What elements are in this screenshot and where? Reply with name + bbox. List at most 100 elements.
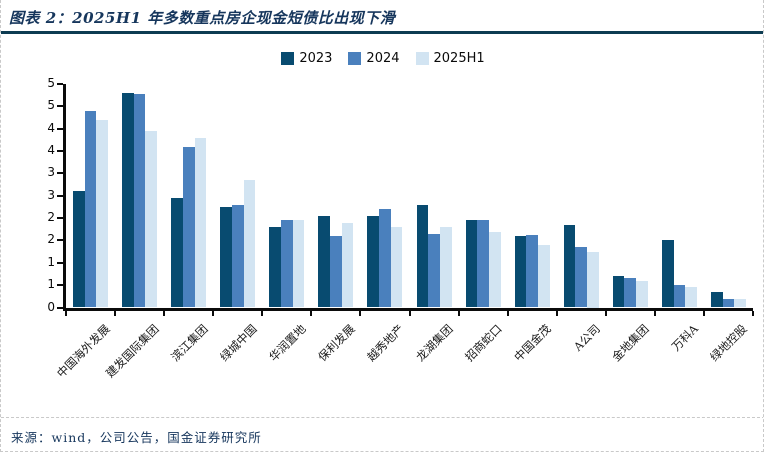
legend-swatch-2023: [281, 52, 295, 65]
y-tick: [57, 105, 63, 108]
y-tick-label: 4: [47, 120, 55, 135]
x-label-华润置地: 华润置地: [266, 321, 309, 364]
x-tick: [310, 310, 313, 316]
bar-2025H1-绿地控股: [734, 298, 746, 308]
x-label-绿地控股: 绿地控股: [707, 321, 751, 364]
bar-2025H1-保利发展: [341, 222, 354, 308]
figure-title: 图表 2：2025H1 年多数重点房企现金短债比出现下滑: [9, 9, 396, 27]
y-tick: [57, 172, 63, 175]
bar-2023-保利发展: [318, 215, 331, 308]
x-tick: [408, 310, 411, 316]
y-tick: [57, 306, 63, 309]
legend-item-2025h1: 2025H1: [415, 51, 485, 66]
source-divider: [1, 417, 763, 418]
bar-2024-A公司: [575, 247, 588, 308]
bar-2023-建发国际集团: [122, 92, 134, 308]
bar-2023-中国海外发展: [73, 191, 85, 308]
y-tick-label: 4: [47, 143, 55, 158]
bar-2024-龙湖集团: [428, 233, 440, 308]
bar-2025H1-越秀地产: [390, 227, 403, 308]
x-label-龙湖集团: 龙湖集团: [413, 321, 456, 364]
bar-2025H1-A公司: [587, 251, 599, 308]
bar-2025H1-万科A: [685, 287, 697, 308]
x-label-滨江集团: 滨江集团: [167, 321, 211, 364]
x-tick: [261, 310, 264, 316]
source-text: 来源：wind，公司公告，国金证券研究所: [11, 430, 262, 445]
legend-label-2025h1: 2025H1: [433, 51, 485, 66]
x-label-万科A: 万科A: [668, 321, 702, 354]
bar-2025H1-绿城中国: [243, 180, 256, 308]
x-tick: [65, 310, 67, 316]
bar-2023-滨江集团: [171, 197, 183, 308]
x-axis: [63, 307, 753, 311]
bar-2024-保利发展: [330, 235, 342, 308]
y-tick: [57, 284, 63, 287]
legend: 2023 2024 2025H1: [1, 51, 763, 66]
y-tick: [57, 239, 63, 242]
bar-2025H1-滨江集团: [194, 137, 207, 308]
bar-2024-中国海外发展: [84, 110, 97, 308]
y-tick-label: 0: [47, 299, 55, 314]
bar-2024-滨江集团: [182, 146, 195, 308]
legend-label-2023: 2023: [299, 51, 333, 66]
bar-2024-绿地控股: [722, 298, 735, 308]
x-tick: [555, 310, 558, 316]
bar-2023-中国金茂: [514, 235, 527, 308]
x-label-A公司: A公司: [570, 321, 603, 354]
y-tick: [57, 194, 63, 197]
y-tick-label: 3: [47, 187, 55, 202]
y-axis: [63, 84, 66, 311]
legend-swatch-2024: [348, 52, 362, 65]
bar-2023-越秀地产: [367, 215, 380, 308]
bar-2025H1-金地集团: [636, 280, 648, 308]
x-label-招商蛇口: 招商蛇口: [462, 321, 505, 364]
bar-2025H1-中国海外发展: [96, 119, 109, 308]
bar-2023-绿城中国: [220, 206, 232, 308]
legend-item-2023: 2023: [281, 51, 332, 66]
bar-2023-招商蛇口: [465, 220, 478, 308]
x-tick: [506, 310, 509, 316]
legend-label-2024: 2024: [366, 51, 400, 66]
x-label-金地集团: 金地集团: [609, 321, 652, 364]
y-tick-label: 1: [47, 277, 55, 292]
y-tick: [57, 150, 63, 153]
y-tick: [57, 127, 63, 130]
y-tick-label: 3: [47, 165, 55, 180]
bar-2024-华润置地: [280, 220, 293, 308]
bar-2024-招商蛇口: [477, 220, 489, 308]
y-tick-label: 2: [47, 210, 55, 225]
x-tick: [604, 310, 607, 316]
x-label-保利发展: 保利发展: [315, 321, 358, 364]
y-tick-label: 2: [47, 232, 55, 247]
y-tick: [57, 217, 63, 220]
y-tick-label: 1: [47, 254, 55, 269]
title-rule: [1, 31, 763, 34]
x-tick: [752, 310, 754, 316]
x-tick: [702, 310, 705, 316]
x-label-越秀地产: 越秀地产: [364, 321, 407, 364]
bar-2025H1-中国金茂: [538, 244, 550, 308]
legend-swatch-2025h1: [415, 52, 429, 65]
bar-chart: 0 1 1 2 2 3 3 4 4 5 5 中国海外发展 建发国际集团 滨江集团 绿城中国 华润置地 保利发展越…: [1, 75, 763, 417]
x-tick: [457, 310, 460, 316]
x-tick: [212, 310, 215, 316]
bar-2025H1-建发国际集团: [145, 130, 158, 308]
x-tick: [653, 310, 656, 316]
y-tick: [57, 261, 63, 264]
y-tick-label: 5: [47, 76, 55, 90]
bar-2023-龙湖集团: [416, 204, 429, 308]
bar-2023-金地集团: [612, 276, 625, 308]
y-tick-label: 5: [47, 98, 55, 113]
x-label-中国金茂: 中国金茂: [511, 321, 554, 364]
bar-2023-A公司: [563, 224, 576, 308]
bar-2024-绿城中国: [231, 204, 244, 308]
bar-2024-金地集团: [624, 278, 637, 308]
bar-2025H1-华润置地: [292, 220, 305, 308]
bar-2024-越秀地产: [379, 209, 391, 308]
bar-2025H1-招商蛇口: [488, 231, 501, 308]
bar-2023-万科A: [661, 240, 674, 308]
bar-2023-华润置地: [269, 227, 281, 308]
bar-2024-建发国际集团: [133, 93, 146, 308]
x-label-绿城中国: 绿城中国: [216, 321, 260, 364]
